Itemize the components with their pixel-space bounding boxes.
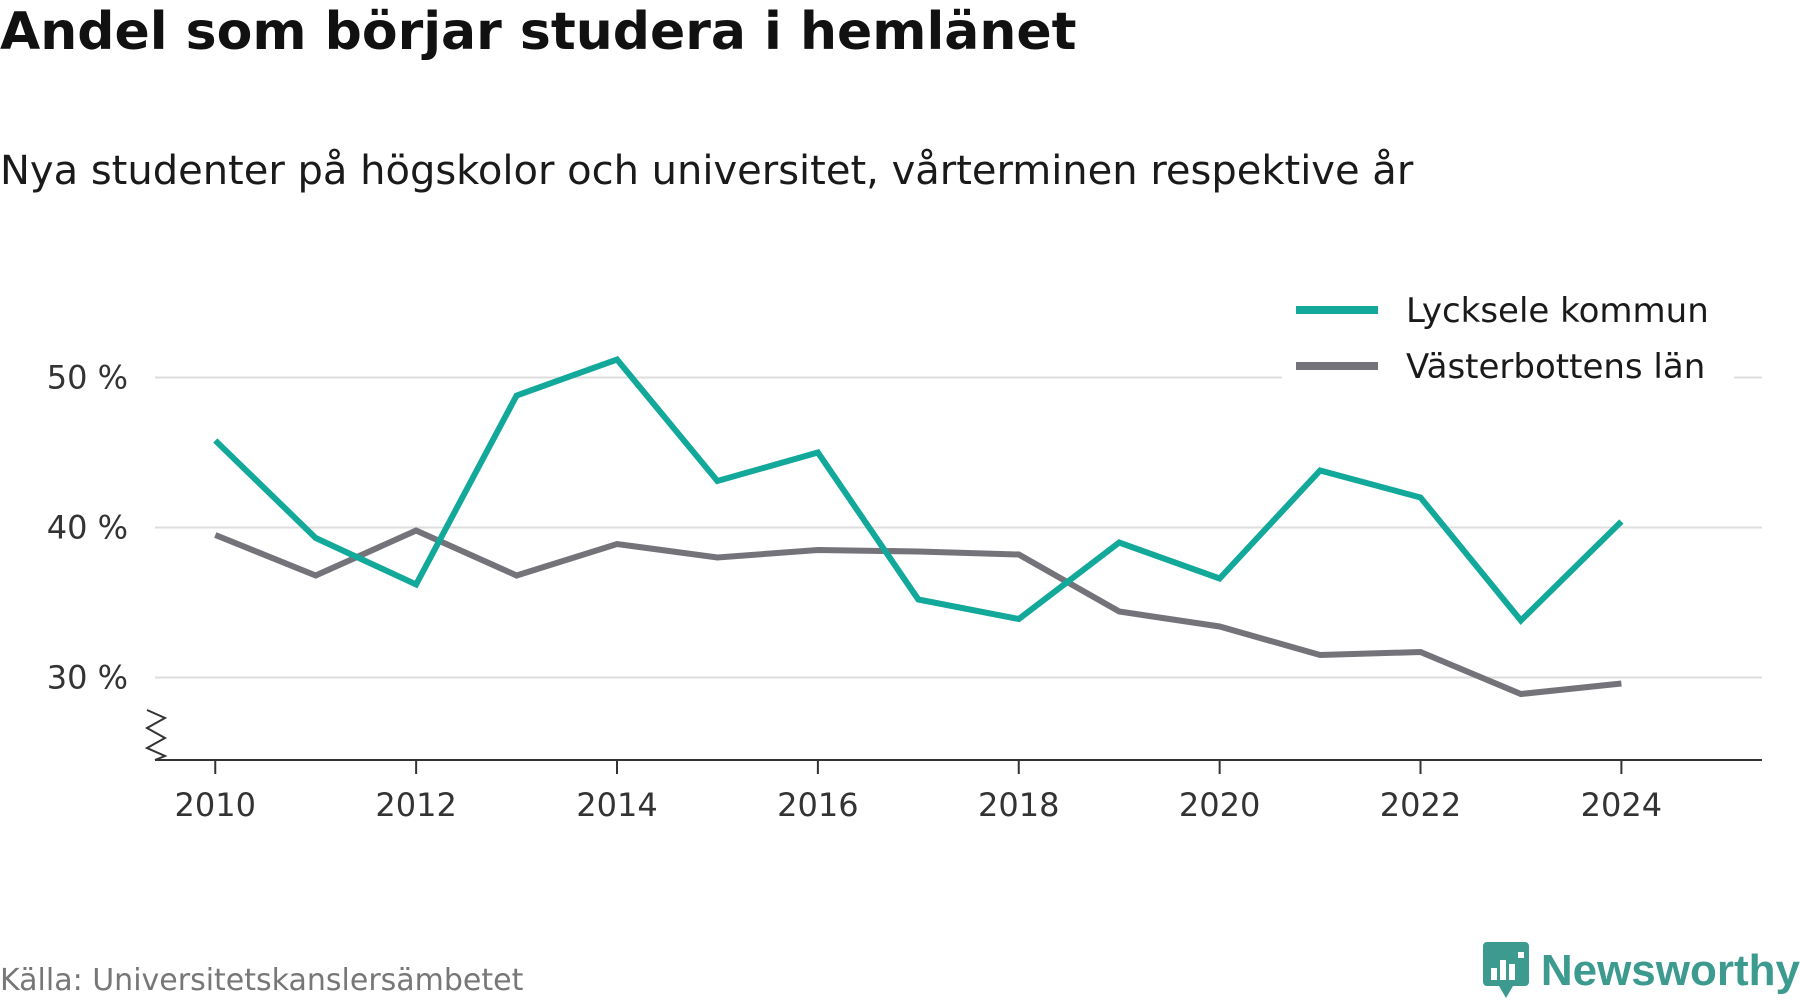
x-tick-label: 2010 bbox=[175, 786, 256, 824]
series-line-lycksele bbox=[213, 355, 1624, 625]
x-tick-label: 2020 bbox=[1179, 786, 1260, 824]
y-tick-label: 40 % bbox=[47, 509, 128, 547]
series-line-vasterbotten bbox=[214, 527, 1622, 698]
legend-label-vasterbotten: Västerbottens län bbox=[1406, 347, 1705, 387]
legend: Lycksele kommun Västerbottens län bbox=[1282, 284, 1734, 394]
source-note: Källa: Universitetskanslersämbetet bbox=[0, 963, 524, 998]
x-tick-label: 2016 bbox=[777, 786, 858, 824]
x-tick-label: 2024 bbox=[1581, 786, 1662, 824]
chart-subtitle: Nya studenter på högskolor och universit… bbox=[0, 148, 1414, 194]
x-tick-label: 2014 bbox=[576, 786, 657, 824]
line-chart: 30 % 40 % 50 % 2010 2012 2014 2016 2018 2020 202… bbox=[46, 284, 1762, 824]
newsworthy-logo: Newsworthy bbox=[1481, 940, 1800, 1002]
x-tick-label: 2012 bbox=[375, 786, 456, 824]
y-tick-label: 50 % bbox=[47, 359, 128, 397]
chart-title: Andel som börjar studera i hemlänet bbox=[0, 2, 1077, 62]
series-lines bbox=[213, 355, 1624, 698]
x-axis: 2010 2012 2014 2016 2018 2020 2022 2024 bbox=[155, 759, 1762, 824]
x-tick-label: 2018 bbox=[978, 786, 1059, 824]
bar-chart-pin-icon bbox=[1482, 942, 1529, 998]
x-tick-label: 2022 bbox=[1380, 786, 1461, 824]
legend-label-lycksele: Lycksele kommun bbox=[1406, 291, 1709, 331]
y-tick-label: 30 % bbox=[47, 659, 128, 697]
brand-name: Newsworthy bbox=[1540, 946, 1800, 995]
legend-background bbox=[1282, 284, 1734, 394]
y-axis: 30 % 40 % 50 % bbox=[47, 359, 168, 761]
grid-lines bbox=[155, 376, 1762, 679]
zigzag-break-icon bbox=[144, 709, 168, 761]
